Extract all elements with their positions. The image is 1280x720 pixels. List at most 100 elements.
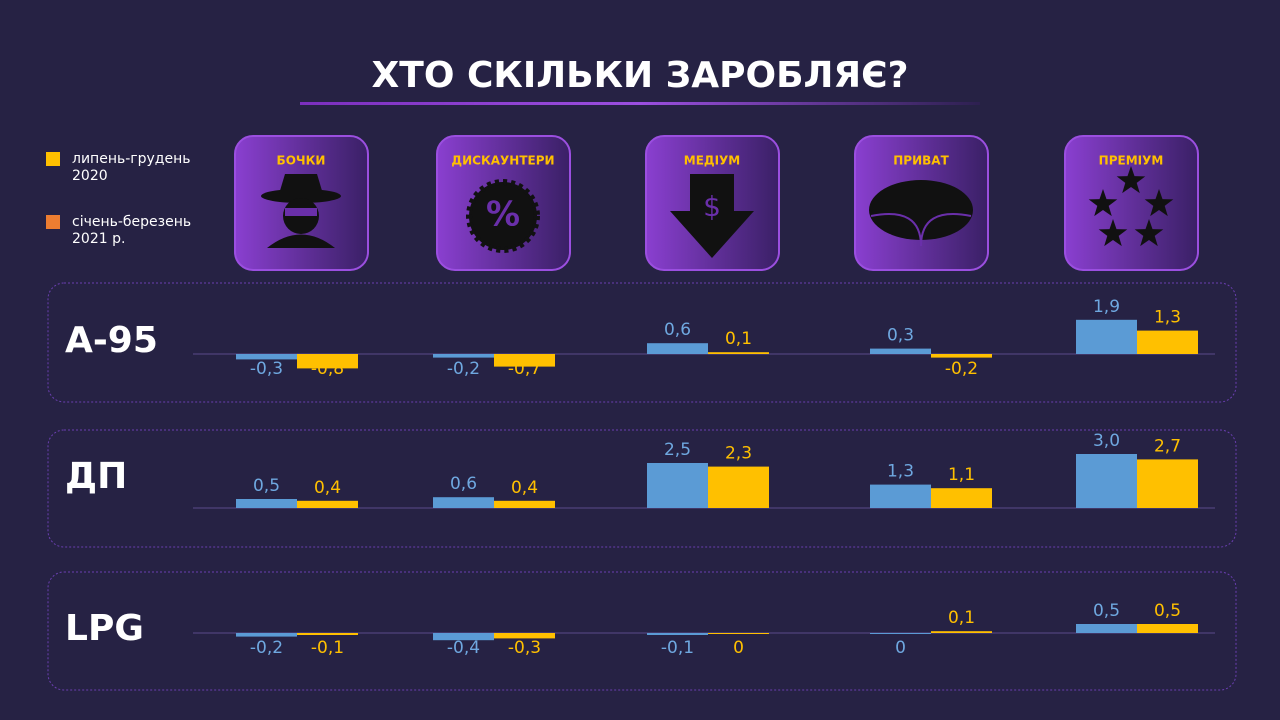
value-label: -0,1 — [661, 638, 694, 658]
value-label: 2,7 — [1154, 436, 1181, 456]
legend-swatch — [46, 215, 60, 229]
value-label: 0,4 — [314, 478, 341, 498]
panel-frame — [47, 429, 1237, 548]
bar — [236, 499, 297, 508]
icon-shape — [1144, 189, 1174, 217]
value-label: 1,3 — [887, 462, 914, 482]
bar — [433, 354, 494, 358]
value-label: -0,1 — [311, 638, 344, 658]
bar — [1137, 459, 1198, 508]
value-label: 2,5 — [664, 440, 691, 460]
bar — [931, 354, 992, 358]
icon-shape — [267, 234, 335, 248]
panel: LPG -0,2 -0,4 -0,1 0 0,5 -0,1 -0,3 0 0,1 0,5 — [47, 571, 1237, 691]
value-label: 0,5 — [1154, 601, 1181, 621]
icon-glyph — [261, 174, 341, 248]
bar — [236, 633, 297, 637]
icon-glyph: $ — [670, 174, 754, 258]
bar — [433, 633, 494, 641]
value-label: 0,5 — [253, 476, 280, 496]
bar — [708, 633, 769, 634]
panels: А-95-0,3 -0,20,6 0,31,9-0,8 -0,70,1-0,21,3Д… — [47, 282, 1237, 691]
panel: ДП 0,5 0,6 2,5 1,3 3,0 0,4 0,4 2,3 1,1 2,7 — [47, 429, 1237, 548]
category-icon: МЕДІУМ $ — [645, 135, 780, 271]
bar — [1076, 454, 1137, 508]
category-icon: БОЧКИ — [234, 135, 369, 271]
value-label: 1,3 — [1154, 308, 1181, 328]
bar — [708, 466, 769, 508]
bar — [647, 463, 708, 508]
value-label: -0,2 — [250, 638, 283, 658]
bar — [931, 631, 992, 633]
value-label: 0,6 — [664, 320, 691, 340]
bar — [297, 633, 358, 635]
icon-shape — [279, 174, 323, 194]
category-label: ПРИВАТ — [893, 154, 949, 168]
legend-label: липень-грудень 2020 — [72, 151, 191, 184]
icon-glyph — [869, 180, 973, 247]
icon-shape — [670, 174, 754, 258]
value-label: 0 — [733, 638, 744, 658]
icon-glyph: % — [466, 179, 540, 253]
icon-shape: % — [486, 195, 520, 235]
bar — [708, 352, 769, 354]
bar — [1137, 624, 1198, 633]
panel-frame — [47, 282, 1237, 403]
icon-shape: $ — [703, 190, 721, 223]
value-label: 1,9 — [1093, 297, 1120, 317]
bar — [433, 497, 494, 508]
value-label: -0,2 — [945, 359, 978, 379]
bar — [297, 500, 358, 508]
category-icon: ПРИВАТ — [854, 135, 989, 271]
panel: А-95 -0,3 -0,2 0,6 0,3 1,9 -0,8 -0,7 0,1 -0,2 1,3 — [47, 282, 1237, 403]
bar — [1076, 624, 1137, 633]
icon-shape — [466, 179, 540, 253]
bar — [1076, 319, 1137, 354]
page-title: ХТО СКІЛЬКИ ЗАРОБЛЯЄ? — [372, 55, 909, 96]
bar — [647, 343, 708, 354]
title-underline — [300, 102, 980, 105]
bar — [494, 633, 555, 639]
icon-shape — [1116, 166, 1146, 194]
bar — [870, 633, 931, 634]
icon-shape — [870, 213, 972, 247]
legend-label: січень-березень 2021 р. — [72, 214, 192, 247]
bar — [297, 354, 358, 369]
bar — [870, 348, 931, 354]
value-label: 2,3 — [725, 444, 752, 464]
bar — [494, 500, 555, 508]
bar — [931, 488, 992, 508]
icon-shape — [1088, 189, 1118, 217]
value-label: -0,2 — [447, 359, 480, 379]
icon-shape — [1134, 219, 1164, 247]
category-label: ДИСКАУНТЕРИ — [451, 154, 554, 168]
icon-shape — [869, 180, 973, 240]
value-label: 0,4 — [511, 478, 538, 498]
value-label: -0,4 — [447, 638, 480, 658]
panel-title: А-95 — [65, 320, 158, 361]
value-label: -0,3 — [250, 359, 283, 379]
value-label: 3,0 — [1093, 431, 1120, 451]
icon-box — [1064, 135, 1199, 271]
bar — [1137, 330, 1198, 354]
category-icon: ДИСКАУНТЕРИ% — [436, 135, 571, 271]
legend-swatch — [46, 152, 60, 166]
bar — [870, 484, 931, 508]
bar — [494, 354, 555, 367]
panel-title: LPG — [65, 608, 144, 649]
icon-shape — [285, 208, 317, 216]
value-label: 0,1 — [725, 329, 752, 349]
icon-shape — [1098, 219, 1128, 247]
value-label: 0,6 — [450, 474, 477, 494]
icon-glyph — [1088, 166, 1174, 247]
bar — [236, 354, 297, 360]
category-label: БОЧКИ — [277, 154, 326, 168]
value-label: -0,7 — [508, 359, 541, 379]
value-label: -0,3 — [508, 638, 541, 658]
bar — [647, 633, 708, 635]
value-label: 0,3 — [887, 326, 914, 346]
value-label: -0,8 — [311, 359, 344, 379]
category-label: МЕДІУМ — [684, 154, 740, 168]
